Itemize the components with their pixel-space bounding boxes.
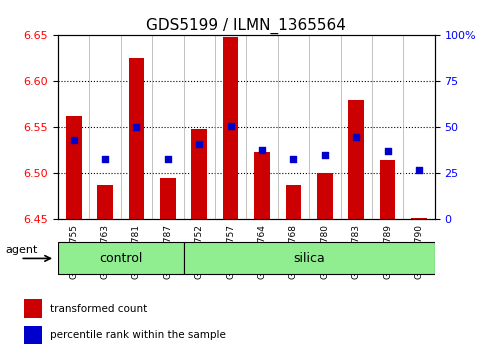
- Bar: [128, 58, 144, 219]
- Point: [195, 141, 203, 147]
- Bar: [278, 35, 309, 219]
- Bar: [121, 35, 152, 219]
- Bar: [58, 35, 89, 219]
- Point: [101, 156, 109, 161]
- Text: transformed count: transformed count: [50, 304, 147, 314]
- Point: [290, 156, 298, 161]
- Bar: [89, 35, 121, 219]
- Point: [227, 123, 235, 129]
- Point: [353, 134, 360, 139]
- Bar: [66, 116, 82, 219]
- Point: [384, 149, 392, 154]
- Bar: [380, 160, 396, 219]
- Bar: [309, 35, 341, 219]
- Bar: [317, 173, 333, 219]
- Point: [164, 156, 172, 161]
- Bar: [24, 299, 42, 318]
- Bar: [191, 129, 207, 219]
- Text: silica: silica: [293, 252, 325, 265]
- Point: [70, 137, 78, 143]
- FancyBboxPatch shape: [184, 242, 435, 274]
- Bar: [223, 37, 239, 219]
- Bar: [160, 178, 176, 219]
- Point: [415, 167, 423, 173]
- Bar: [152, 35, 184, 219]
- Point: [321, 152, 328, 158]
- Bar: [411, 218, 427, 219]
- Text: percentile rank within the sample: percentile rank within the sample: [50, 330, 226, 340]
- Bar: [348, 100, 364, 219]
- Text: agent: agent: [6, 245, 38, 255]
- Bar: [215, 35, 246, 219]
- Text: control: control: [99, 252, 142, 265]
- Title: GDS5199 / ILMN_1365564: GDS5199 / ILMN_1365564: [146, 18, 346, 34]
- Bar: [341, 35, 372, 219]
- Bar: [372, 35, 403, 219]
- FancyBboxPatch shape: [58, 242, 184, 274]
- Bar: [246, 35, 278, 219]
- Bar: [254, 152, 270, 219]
- Point: [258, 147, 266, 152]
- Bar: [285, 184, 301, 219]
- Bar: [97, 185, 113, 219]
- Bar: [24, 326, 42, 344]
- Bar: [184, 35, 215, 219]
- Point: [133, 125, 141, 130]
- Bar: [403, 35, 435, 219]
